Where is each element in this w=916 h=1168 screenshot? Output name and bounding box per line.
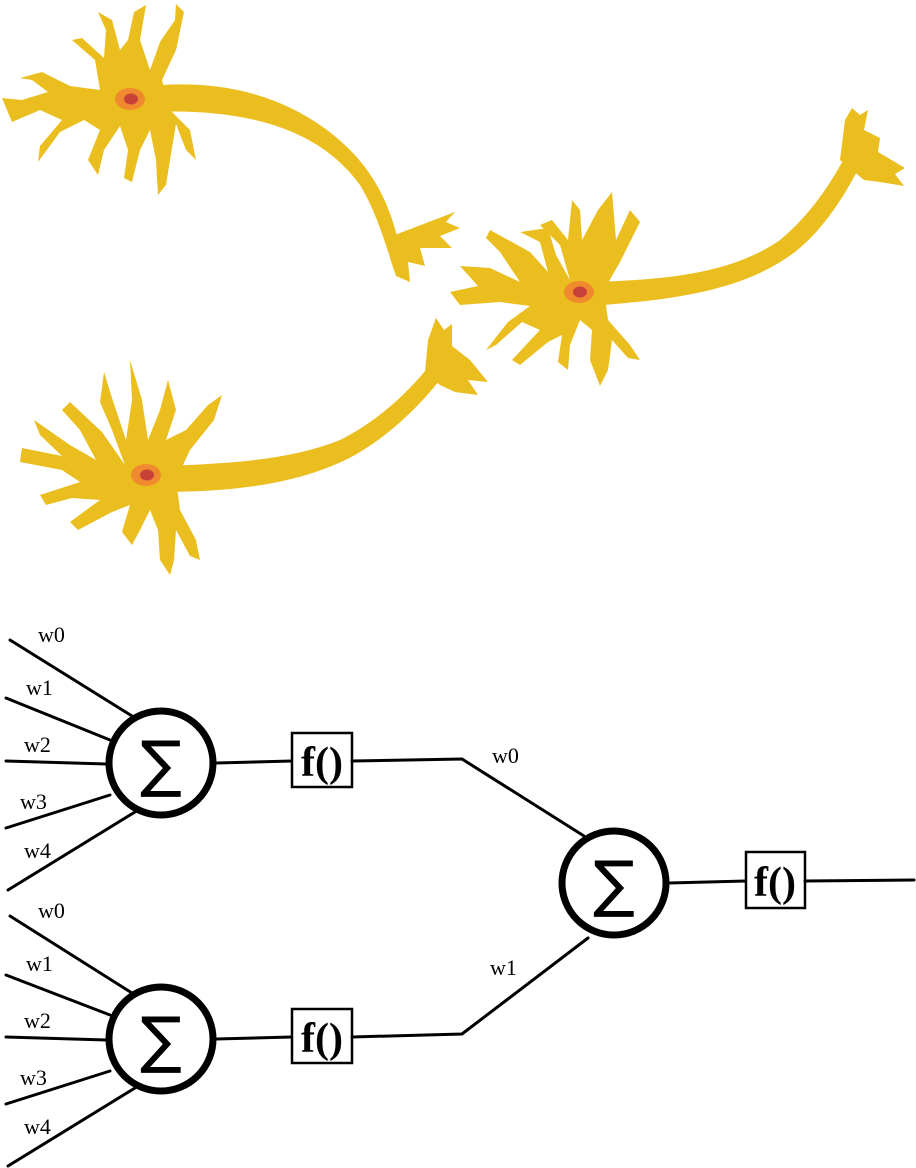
dendrites [20, 360, 222, 575]
sum-to-activation-line [214, 759, 294, 765]
axon [160, 365, 446, 492]
axon-terminal [390, 212, 460, 282]
weight-label-2: w2 [24, 1008, 51, 1033]
sum-to-activation-line [214, 1035, 294, 1041]
input-line-4 [6, 810, 137, 892]
network-output-line [803, 878, 916, 883]
sigma-symbol: ∑ [140, 727, 182, 800]
weight-label-3: w3 [20, 1065, 47, 1090]
weight-label-0: w0 [492, 743, 519, 768]
dendrites [2, 4, 196, 195]
axon [150, 84, 405, 268]
output-connection-top [350, 757, 586, 838]
input-line-0 [8, 914, 134, 995]
sum-to-activation-line [667, 879, 748, 885]
activation-label: f() [754, 860, 796, 906]
sigma-symbol: ∑ [593, 847, 635, 920]
input-line-1 [4, 973, 112, 1017]
activation-label: f() [301, 1016, 343, 1062]
nucleolus [124, 93, 138, 105]
input-neuron-bottom: w0 w1 w2 w3 w4 ∑ f() [4, 898, 590, 1168]
input-line-3 [4, 793, 112, 830]
biological-neuron-top-left [2, 4, 460, 282]
dendrites [450, 192, 640, 386]
summation-node [105, 983, 217, 1095]
weight-label-1: w1 [26, 675, 53, 700]
weight-label-0: w0 [38, 622, 65, 647]
axon-terminal [425, 318, 488, 395]
biological-neurons [2, 4, 905, 575]
summation-node [558, 827, 670, 939]
nucleolus [573, 286, 587, 298]
input-neuron-top: w0 w1 w2 w3 w4 ∑ f() [4, 622, 586, 892]
weight-label-0: w0 [38, 898, 65, 923]
weight-label-2: w2 [24, 732, 51, 757]
axon [590, 155, 862, 306]
weight-label-1: w1 [26, 951, 53, 976]
weight-label-4: w4 [24, 838, 51, 863]
axon-terminal [840, 108, 905, 186]
summation-node [105, 707, 217, 819]
weight-label-4: w4 [24, 1114, 51, 1139]
nucleolus [140, 469, 154, 481]
input-line-0 [8, 638, 134, 718]
biological-neuron-bottom-left [20, 318, 488, 575]
biological-neuron-middle-right [450, 108, 905, 386]
weight-label-1: w1 [490, 955, 517, 980]
artificial-neural-network: w0 w1 w2 w3 w4 ∑ f() w0 w1 w2 w3 w4 ∑ [4, 622, 916, 1168]
input-line-2 [4, 759, 108, 766]
input-line-2 [4, 1035, 108, 1042]
input-line-3 [4, 1069, 112, 1106]
output-neuron: w0 w1 ∑ f() [490, 743, 916, 980]
output-connection-bottom [350, 936, 590, 1039]
sigma-symbol: ∑ [140, 1003, 182, 1076]
activation-label: f() [301, 740, 343, 786]
weight-label-3: w3 [20, 789, 47, 814]
input-line-4 [6, 1086, 137, 1168]
input-line-1 [4, 696, 112, 742]
